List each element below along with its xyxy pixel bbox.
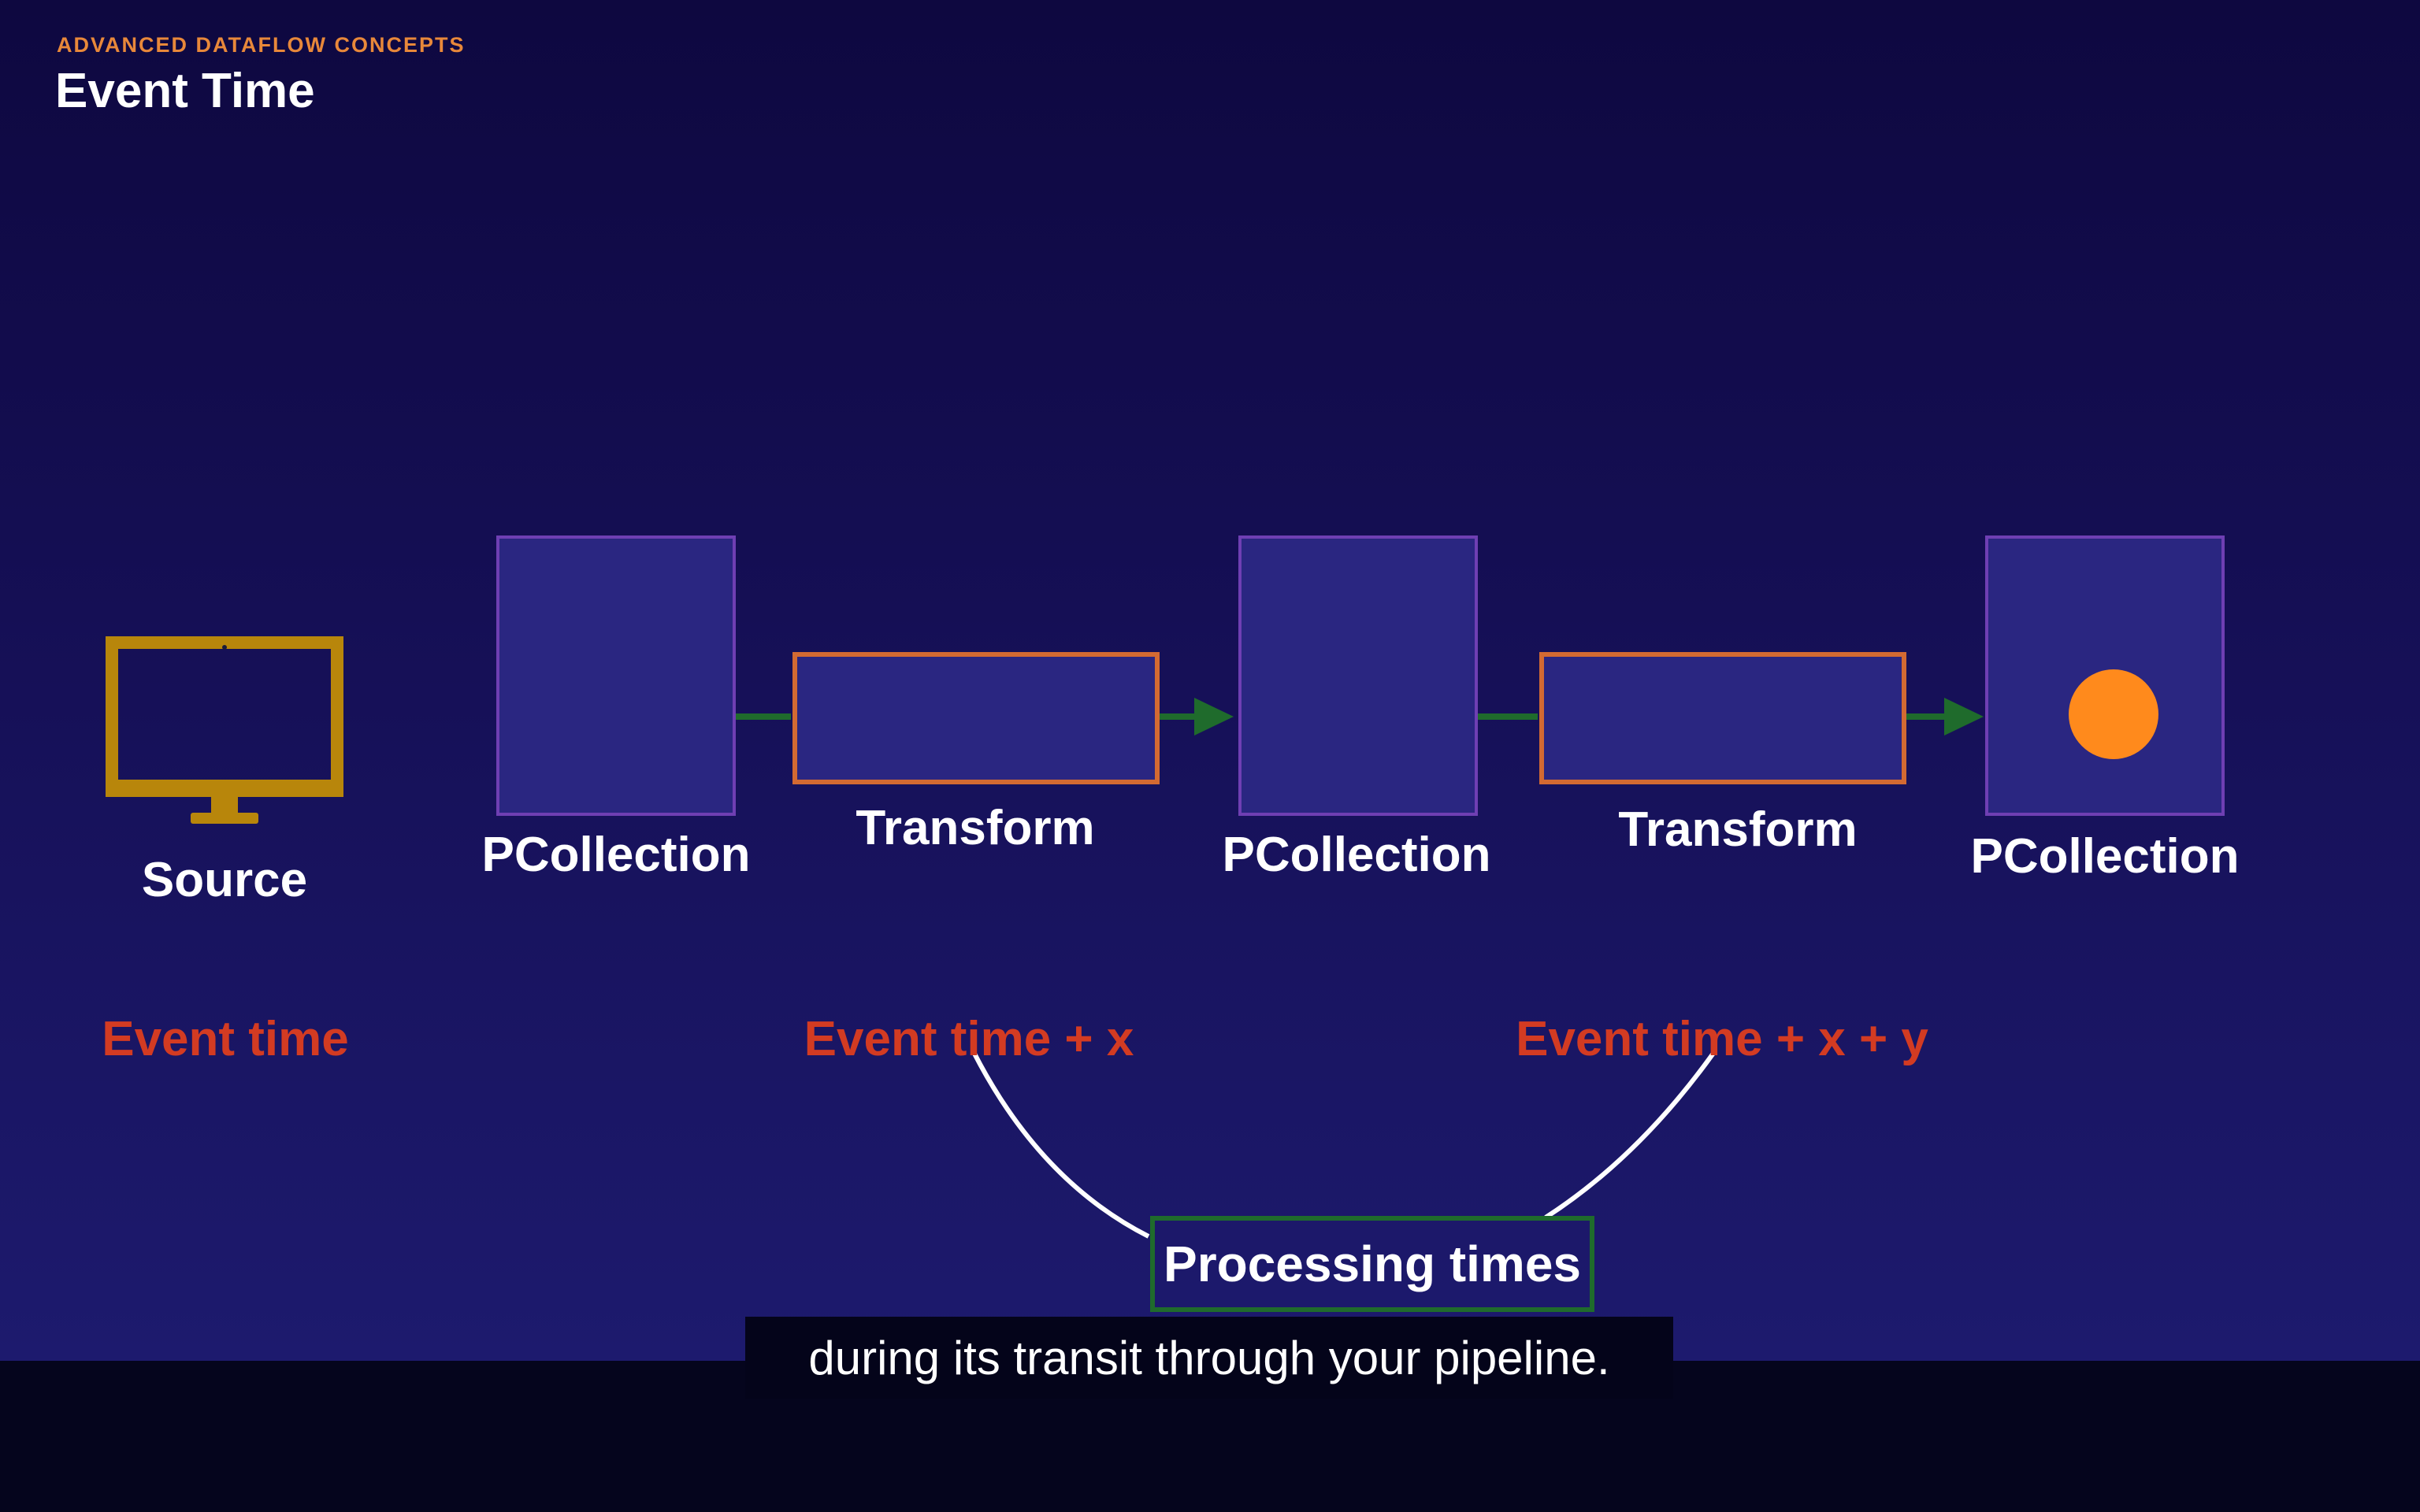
pcollection-label-1: PCollection <box>481 828 751 882</box>
arrow-right <box>1906 698 1984 736</box>
event-time-label: Event time <box>102 1012 349 1066</box>
curve-left <box>971 1051 1150 1239</box>
pcollection-label-2: PCollection <box>1222 828 1491 882</box>
pcollection-box-1 <box>496 536 736 816</box>
processing-times-box: Processing times <box>1150 1216 1594 1312</box>
arrow-right <box>1160 698 1234 736</box>
slide-title: Event Time <box>55 64 315 118</box>
subtitle-caption: during its transit through your pipeline… <box>745 1317 1673 1399</box>
source-label: Source <box>141 853 308 907</box>
slide-kicker: ADVANCED DATAFLOW CONCEPTS <box>57 33 466 57</box>
element-dot <box>2069 669 2158 759</box>
event-time-x-label: Event time + x <box>804 1012 1134 1066</box>
curve-right <box>1544 1051 1717 1220</box>
monitor-icon <box>106 636 343 824</box>
diagram-connectors <box>106 636 1984 1239</box>
pcollection-label-3: PCollection <box>1970 829 2240 884</box>
transform-label-1: Transform <box>856 801 1095 855</box>
transform-box-2 <box>1539 652 1906 784</box>
slide: ADVANCED DATAFLOW CONCEPTS Event Time <box>0 0 2420 1361</box>
transform-label-2: Transform <box>1618 802 1858 857</box>
transform-box-1 <box>792 652 1160 784</box>
pcollection-box-2 <box>1238 536 1478 816</box>
event-time-x-y-label: Event time + x + y <box>1516 1012 1928 1066</box>
processing-times-label: Processing times <box>1164 1236 1581 1292</box>
